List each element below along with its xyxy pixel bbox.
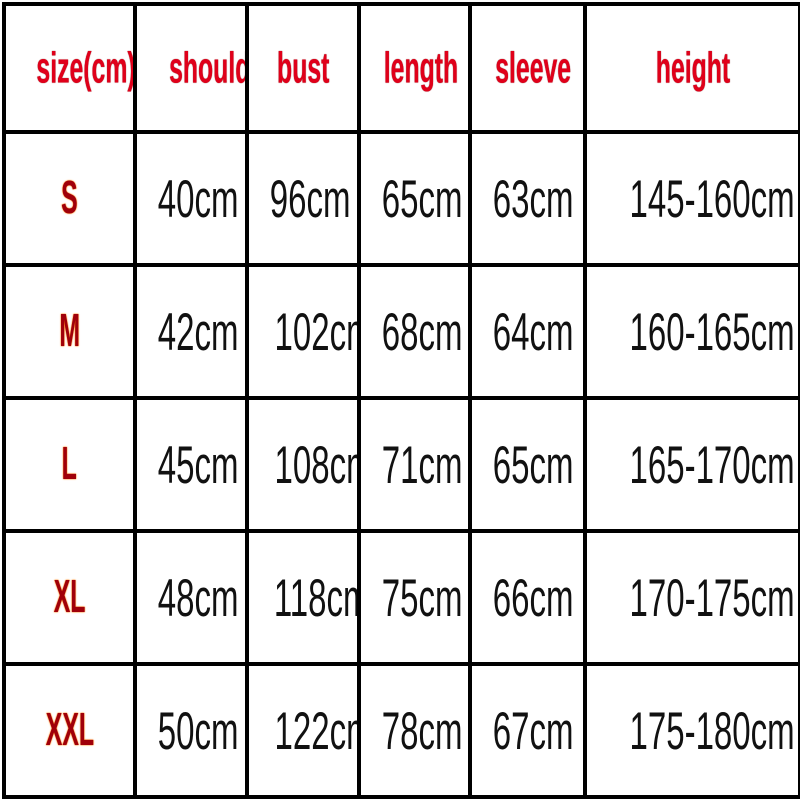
measurement-value: 42cm	[157, 302, 239, 361]
header-cell-length: length	[357, 2, 472, 134]
cell-length: 71cm	[357, 396, 472, 533]
table-row: M 42cm 102cm 68cm 64cm 160-165cm	[2, 263, 800, 400]
header-label: bust	[276, 43, 330, 92]
measurement-value: 96cm	[269, 169, 351, 228]
cell-sleeve: 67cm	[468, 662, 587, 799]
measurement-value: 66cm	[492, 568, 574, 627]
header-label: height	[655, 43, 730, 92]
measurement-value: 63cm	[492, 169, 574, 228]
cell-length: 65cm	[357, 130, 472, 267]
cell-size: XL	[2, 529, 137, 666]
measurement-value: 118cm	[273, 568, 355, 627]
cell-bust: 96cm	[245, 130, 361, 267]
cell-size: XXL	[2, 662, 137, 799]
size-label: XXL	[45, 704, 94, 756]
measurement-value: 71cm	[381, 435, 463, 494]
header-cell-size: size(cm)	[2, 2, 137, 134]
table-row: XXL 50cm 122cm 78cm 67cm 175-180cm	[2, 662, 800, 799]
measurement-value: 50cm	[157, 701, 239, 760]
measurement-value: 145-160cm	[629, 169, 795, 228]
cell-length: 78cm	[357, 662, 472, 799]
measurement-value: 65cm	[381, 169, 463, 228]
cell-shoulder: 50cm	[133, 662, 249, 799]
header-cell-shoulder: shoulder	[133, 2, 249, 134]
cell-height: 145-160cm	[583, 130, 800, 267]
header-label: shoulder	[169, 43, 243, 92]
table-row: S 40cm 96cm 65cm 63cm 145-160cm	[2, 130, 800, 267]
cell-shoulder: 45cm	[133, 396, 249, 533]
measurement-value: 108cm	[274, 435, 355, 494]
cell-height: 165-170cm	[583, 396, 800, 533]
cell-bust: 122cm	[245, 662, 361, 799]
cell-size: M	[2, 263, 137, 400]
measurement-value: 48cm	[157, 568, 239, 627]
measurement-value: 65cm	[492, 435, 574, 494]
measurement-value: 102cm	[274, 302, 355, 361]
header-cell-height: height	[583, 2, 800, 134]
header-label: sleeve	[495, 43, 572, 92]
measurement-value: 170-175cm	[629, 568, 795, 627]
measurement-value: 67cm	[492, 701, 574, 760]
measurement-value: 64cm	[492, 302, 574, 361]
measurement-value: 45cm	[157, 435, 239, 494]
header-row: size(cm) shoulder bust length sleeve hei…	[2, 2, 800, 134]
measurement-value: 78cm	[381, 701, 463, 760]
cell-sleeve: 64cm	[468, 263, 587, 400]
measurement-value: 122cm	[274, 701, 355, 760]
cell-shoulder: 40cm	[133, 130, 249, 267]
measurement-value: 165-170cm	[629, 435, 795, 494]
cell-height: 160-165cm	[583, 263, 800, 400]
cell-shoulder: 42cm	[133, 263, 249, 400]
cell-bust: 108cm	[245, 396, 361, 533]
cell-length: 68cm	[357, 263, 472, 400]
measurement-value: 75cm	[381, 568, 463, 627]
cell-shoulder: 48cm	[133, 529, 249, 666]
cell-height: 175-180cm	[583, 662, 800, 799]
size-label: XL	[53, 571, 86, 623]
header-label: length	[383, 43, 459, 92]
table-row: L 45cm 108cm 71cm 65cm 165-170cm	[2, 396, 800, 533]
header-label: size(cm)	[36, 43, 135, 92]
measurement-value: 40cm	[157, 169, 239, 228]
header-cell-bust: bust	[245, 2, 361, 134]
cell-height: 170-175cm	[583, 529, 800, 666]
cell-size: S	[2, 130, 137, 267]
cell-length: 75cm	[357, 529, 472, 666]
cell-bust: 102cm	[245, 263, 361, 400]
table-row: XL 48cm 118cm 75cm 66cm 170-175cm	[2, 529, 800, 666]
measurement-value: 175-180cm	[629, 701, 795, 760]
header-cell-sleeve: sleeve	[468, 2, 587, 134]
cell-sleeve: 65cm	[468, 396, 587, 533]
cell-sleeve: 63cm	[468, 130, 587, 267]
measurement-value: 160-165cm	[629, 302, 795, 361]
size-label: M	[59, 305, 80, 357]
cell-sleeve: 66cm	[468, 529, 587, 666]
cell-size: L	[2, 396, 137, 533]
size-label: S	[61, 172, 78, 224]
cell-bust: 118cm	[245, 529, 361, 666]
size-label: L	[61, 438, 78, 490]
measurement-value: 68cm	[381, 302, 463, 361]
